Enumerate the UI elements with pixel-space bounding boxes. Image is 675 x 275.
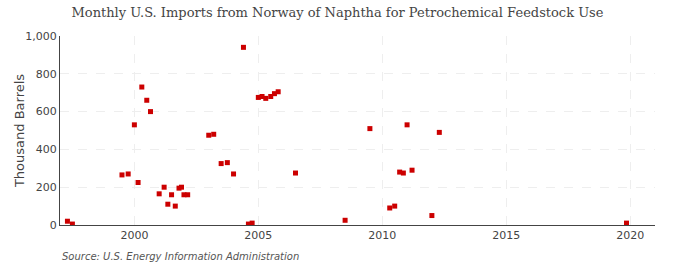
svg-text:200: 200: [36, 181, 57, 194]
svg-text:2015: 2015: [492, 229, 520, 242]
svg-text:2010: 2010: [368, 229, 396, 242]
svg-text:400: 400: [36, 143, 57, 156]
svg-text:Monthly U.S. Imports from Norw: Monthly U.S. Imports from Norway of Naph…: [72, 5, 604, 20]
svg-text:800: 800: [36, 68, 57, 81]
svg-text:2000: 2000: [120, 229, 148, 242]
svg-text:1,000: 1,000: [25, 30, 57, 43]
svg-text:0: 0: [50, 219, 57, 232]
svg-text:600: 600: [36, 105, 57, 118]
svg-text:2005: 2005: [244, 229, 272, 242]
svg-text:Source: U.S. Energy Informatio: Source: U.S. Energy Information Administ…: [62, 251, 299, 262]
svg-text:2020: 2020: [616, 229, 644, 242]
svg-text:Thousand Barrels: Thousand Barrels: [12, 74, 27, 188]
